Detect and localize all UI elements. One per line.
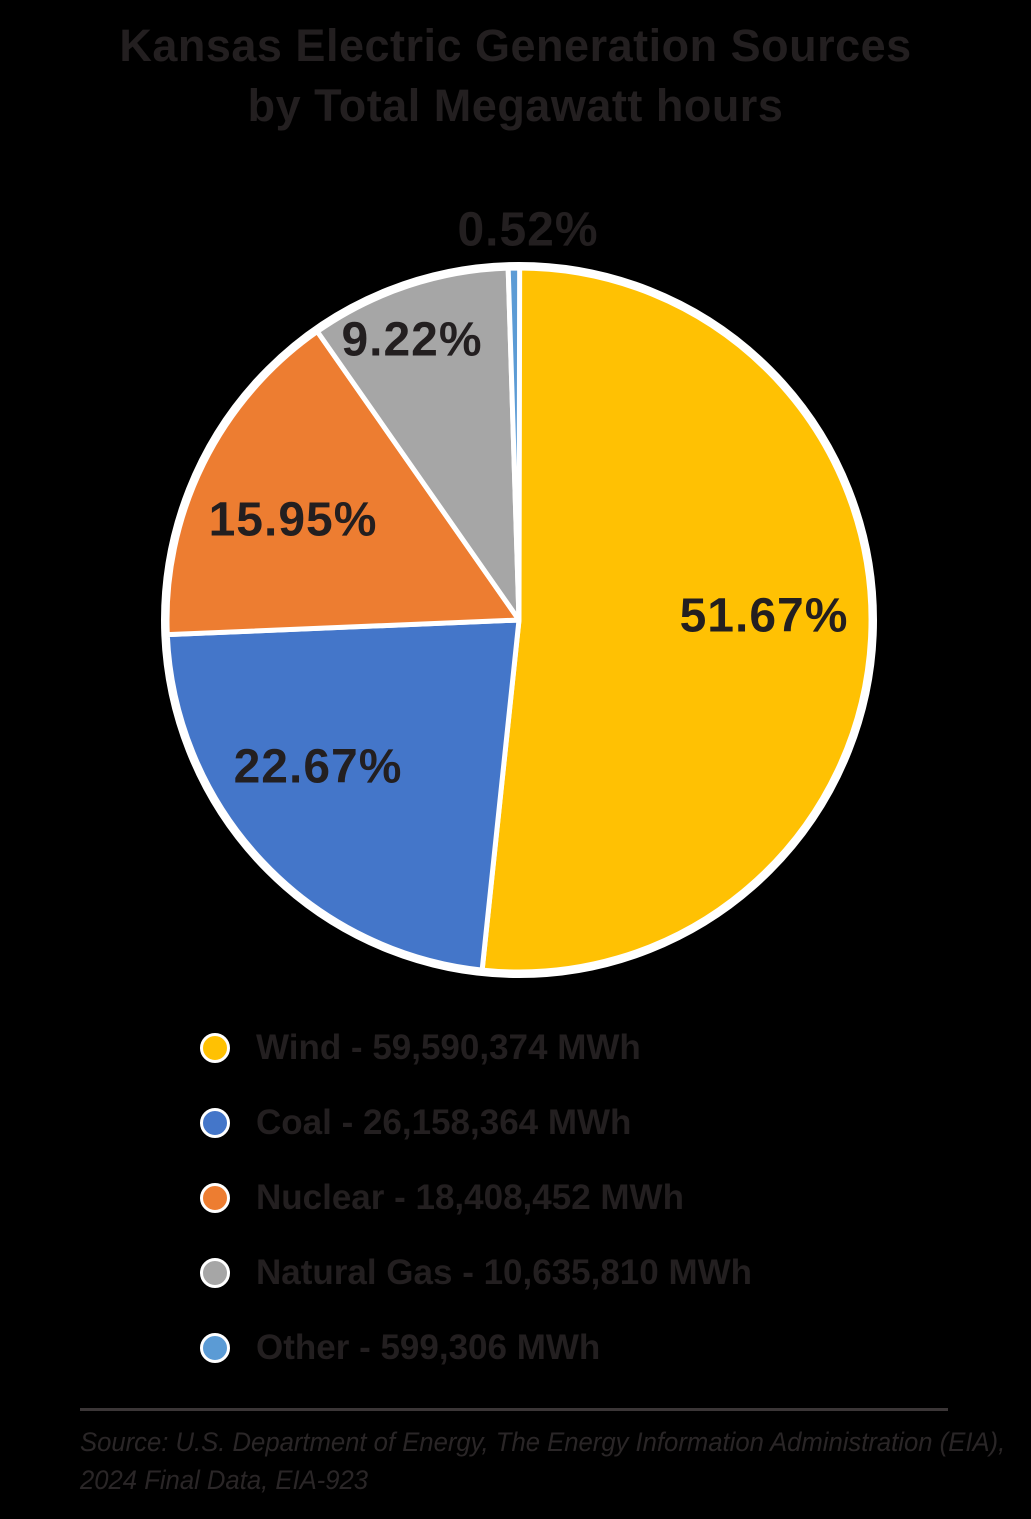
legend-dot-natural-gas-icon: [200, 1258, 230, 1288]
legend-row-wind: Wind - 59,590,374 MWh: [200, 1030, 752, 1066]
slice-label-other: 0.52%: [457, 203, 599, 257]
legend-dot-coal-icon: [200, 1108, 230, 1138]
legend-label-wind: Wind - 59,590,374 MWh: [256, 1028, 641, 1067]
slice-label-nuclear: 15.95%: [208, 493, 378, 547]
chart-title-line2: by Total Megawatt hours: [247, 80, 784, 131]
chart-title: Kansas Electric Generation Sources by To…: [0, 16, 1031, 136]
source-note: Source: U.S. Department of Energy, The E…: [80, 1408, 1006, 1499]
legend-dot-other-icon: [200, 1333, 230, 1363]
chart-title-line1: Kansas Electric Generation Sources: [119, 20, 912, 71]
slice-label-coal: 22.67%: [233, 740, 403, 794]
legend: Wind - 59,590,374 MWh Coal - 26,158,364 …: [200, 1030, 752, 1366]
legend-label-natural-gas: Natural Gas - 10,635,810 MWh: [256, 1253, 753, 1292]
legend-label-coal: Coal - 26,158,364 MWh: [256, 1103, 632, 1142]
source-line2: 2024 Final Data, EIA-923: [80, 1465, 369, 1495]
legend-dot-wind-icon: [200, 1033, 230, 1063]
source-line1: Source: U.S. Department of Energy, The E…: [80, 1427, 1006, 1457]
pie-slice-coal: [164, 617, 522, 973]
legend-row-nuclear: Nuclear - 18,408,452 MWh: [200, 1180, 752, 1216]
legend-label-nuclear: Nuclear - 18,408,452 MWh: [256, 1178, 684, 1217]
pie-outline: [161, 262, 877, 978]
legend-row-other: Other - 599,306 MWh: [200, 1330, 752, 1366]
legend-row-natural-gas: Natural Gas - 10,635,810 MWh: [200, 1255, 752, 1291]
pie-slice-natural_gas: [314, 265, 522, 623]
pie-chart: [161, 262, 877, 978]
slice-label-natural-gas: 9.22%: [341, 313, 483, 367]
legend-row-coal: Coal - 26,158,364 MWh: [200, 1105, 752, 1141]
pie-slice-nuclear: [164, 329, 522, 638]
legend-dot-nuclear-icon: [200, 1183, 230, 1213]
legend-label-other: Other - 599,306 MWh: [256, 1328, 601, 1367]
slice-label-wind: 51.67%: [679, 589, 849, 643]
